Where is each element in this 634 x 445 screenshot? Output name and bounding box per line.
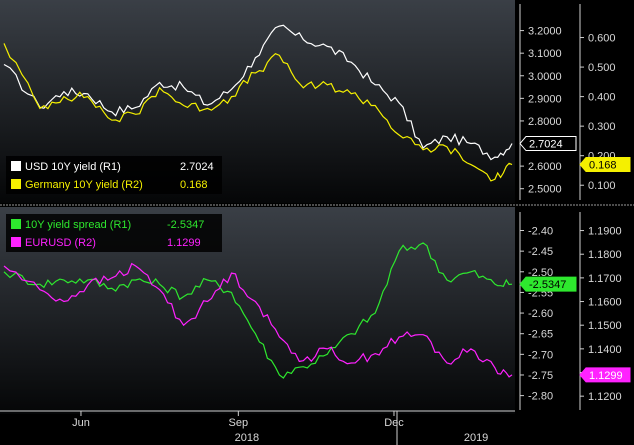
legend-label-usd-10y: USD 10Y yield (R1) (25, 161, 121, 173)
legend-swatch-yield-spread (11, 219, 21, 229)
y-tick-label-right: 1.1200 (588, 391, 622, 403)
flag-shape (579, 157, 631, 173)
y-tick-label-left: -2.50 (528, 267, 553, 279)
y-tick-label-right: 1.1700 (588, 273, 622, 285)
flag-shape (519, 276, 577, 292)
y-tick-label-right: 0.100 (588, 180, 616, 192)
y-tick-label-left: -2.70 (528, 349, 553, 361)
y-tick-label-left: 3.1000 (528, 48, 562, 60)
bottom-legend: 10Y yield spread (R1) -2.5347 EURUSD (R2… (6, 214, 222, 252)
legend-label-eurusd: EURUSD (R2) (25, 237, 96, 249)
top-legend-box (6, 156, 222, 194)
y-tick-label-left: -2.40 (528, 226, 553, 238)
flag-label: 0.168 (589, 160, 617, 172)
y-tick-label-right: 1.1900 (588, 226, 622, 238)
series-line-0-1 (3, 43, 513, 182)
flag-label: 1.1299 (589, 370, 623, 382)
last-value-flag-0-0: 2.7024 (519, 136, 577, 152)
y-tick-label-left: 3.0000 (528, 71, 562, 83)
y-tick-label-left: 2.6000 (528, 161, 562, 173)
legend-label-yield-spread: 10Y yield spread (R1) (25, 219, 131, 231)
top-panel-series (3, 24, 513, 182)
legend-value-yield-spread: -2.5347 (167, 219, 204, 231)
y-tick-label-left: -2.60 (528, 308, 553, 320)
flag-shape (579, 367, 631, 383)
x-year-label: 2018 (235, 432, 259, 444)
top-legend: USD 10Y yield (R1) 2.7024 Germany 10Y yi… (6, 156, 222, 194)
last-value-flag-1-0: -2.5347 (519, 276, 577, 292)
legend-label-germany-10y: Germany 10Y yield (R2) (25, 179, 143, 191)
x-tick-label: Sep (229, 417, 249, 429)
y-tick-label-left: 3.2000 (528, 26, 562, 38)
x-tick-label: Jun (72, 417, 90, 429)
legend-value-usd-10y: 2.7024 (180, 161, 214, 173)
series-line-1-0 (3, 242, 513, 379)
y-tick-label-right: 0.400 (588, 92, 616, 104)
last-value-flag-1-1: 1.1299 (579, 367, 631, 383)
legend-swatch-germany-10y (11, 179, 21, 189)
last-value-flag-0-1: 0.168 (579, 157, 631, 173)
flag-label: 2.7024 (529, 139, 563, 151)
bottom-panel-series (3, 242, 513, 379)
legend-value-eurusd: 1.1299 (167, 237, 201, 249)
y-tick-label-right: 0.300 (588, 121, 616, 133)
y-tick-label-left: 2.5000 (528, 184, 562, 196)
y-tick-label-right: 1.1400 (588, 344, 622, 356)
y-tick-label-right: 0.500 (588, 62, 616, 74)
y-tick-label-left: -2.80 (528, 391, 553, 403)
x-axis-ticks: Jun Sep Dec 2018 2019 (72, 411, 488, 444)
legend-swatch-usd-10y (11, 161, 21, 171)
y-tick-label-left: 2.8000 (528, 116, 562, 128)
y-tick-label-right: 0.600 (588, 33, 616, 45)
legend-value-germany-10y: 0.168 (180, 179, 208, 191)
flag-shape (519, 136, 577, 152)
series-line-1-1 (3, 262, 513, 378)
last-value-flags: 2.7024 0.168 -2.5347 1.1299 (519, 136, 631, 383)
y-tick-label-left: -2.45 (528, 246, 553, 258)
x-year-label: 2019 (464, 432, 488, 444)
x-tick-label: Dec (384, 417, 404, 429)
legend-swatch-eurusd (11, 237, 21, 247)
y-tick-label-left: 2.9000 (528, 93, 562, 105)
y-tick-label-right: 1.1800 (588, 249, 622, 261)
series-line-0-0 (3, 24, 513, 161)
flag-label: -2.5347 (529, 279, 566, 291)
y-tick-label-right: 1.1600 (588, 297, 622, 309)
y-tick-label-left: -2.65 (528, 329, 553, 341)
bottom-legend-box (6, 214, 222, 252)
y-tick-label-right: 1.1500 (588, 320, 622, 332)
y-tick-label-left: -2.75 (528, 370, 553, 382)
